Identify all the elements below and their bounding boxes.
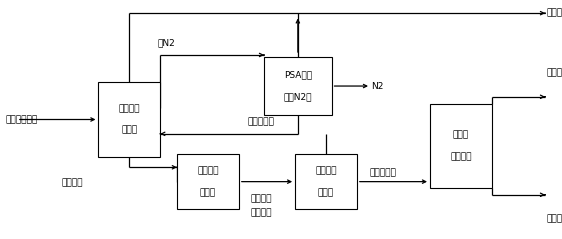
FancyBboxPatch shape [264, 57, 332, 115]
FancyBboxPatch shape [295, 154, 357, 209]
Text: 乙烯．: 乙烯． [546, 68, 562, 77]
Text: 烃类分离: 烃类分离 [315, 166, 337, 175]
Text: 乙烯丙: 乙烯丙 [453, 130, 469, 140]
FancyBboxPatch shape [98, 82, 160, 157]
Text: N2: N2 [371, 81, 383, 91]
Text: 丙烯．: 丙烯． [546, 214, 562, 223]
Text: 烃类萃取: 烃类萃取 [197, 166, 219, 175]
Text: 吸附质．: 吸附质． [62, 178, 83, 187]
Text: 烃类吸附: 烃类吸附 [119, 104, 140, 113]
Text: 富N2: 富N2 [157, 38, 175, 48]
Text: 回收．: 回收． [318, 188, 334, 197]
Text: 乙烯丙烯．: 乙烯丙烯． [370, 169, 397, 178]
FancyBboxPatch shape [177, 154, 239, 209]
Text: 解吸气．: 解吸气． [251, 208, 272, 217]
Text: 燃料气．: 燃料气． [546, 9, 562, 18]
FancyBboxPatch shape [430, 104, 492, 188]
Text: PSA分离: PSA分离 [284, 71, 312, 80]
Text: 解吸．: 解吸． [200, 188, 216, 197]
Text: 聚烯烃尾气．: 聚烯烃尾气． [6, 115, 38, 124]
Text: 富烃萃取: 富烃萃取 [251, 194, 272, 203]
Text: 不凝气体．: 不凝气体． [247, 117, 274, 126]
Text: 提纯N2．: 提纯N2． [284, 92, 312, 101]
Text: 浓缩．: 浓缩． [121, 126, 137, 135]
Text: 烯精馏．: 烯精馏． [450, 152, 472, 161]
